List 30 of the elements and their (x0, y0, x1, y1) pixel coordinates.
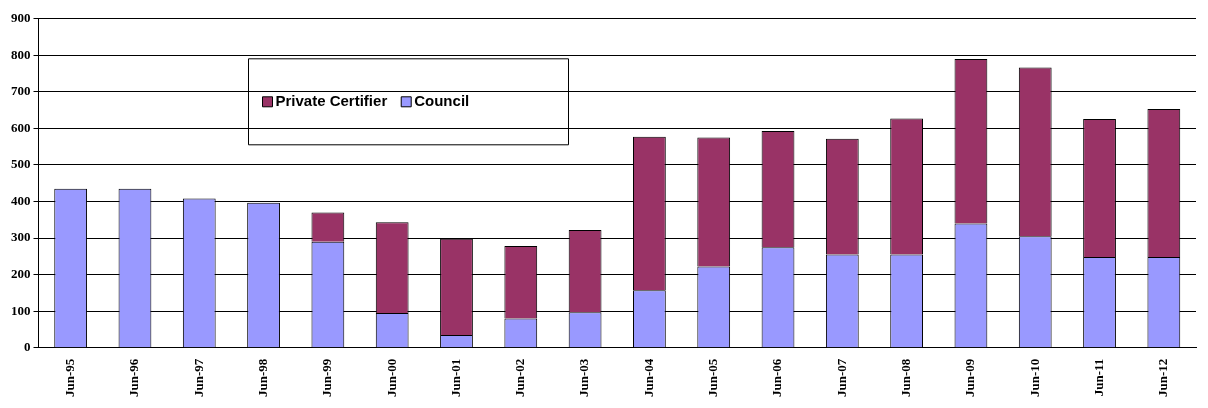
y-tick-label: 0 (24, 339, 31, 355)
y-tick-label: 300 (11, 229, 31, 245)
x-tick-label: Jun-00 (383, 358, 399, 398)
x-tick-label: Jun-01 (447, 358, 463, 398)
x-tick-label: Jun-02 (512, 358, 528, 398)
x-tick-label: Jun-07 (833, 358, 849, 398)
y-tick-label: 800 (11, 46, 31, 62)
x-tick-label: Jun-06 (769, 358, 785, 398)
x-tick-label: Jun-08 (897, 358, 913, 398)
x-tick-label: Jun-10 (1026, 358, 1042, 398)
legend-label: Private Certifier (275, 91, 388, 109)
y-tick-label: 400 (11, 192, 31, 208)
x-tick-label: Jun-97 (190, 358, 206, 398)
x-tick-label: Jun-98 (254, 358, 270, 398)
y-tick-label: 900 (11, 10, 31, 26)
y-tick-label: 200 (11, 265, 31, 281)
x-tick-label: Jun-11 (1090, 358, 1106, 397)
x-tick-label: Jun-09 (962, 358, 978, 398)
x-tick-label: Jun-95 (62, 358, 78, 398)
legend-label: Council (414, 91, 470, 109)
y-tick-label: 500 (11, 156, 31, 172)
x-tick-label: Jun-12 (1155, 358, 1171, 398)
y-tick-label: 100 (11, 302, 31, 318)
y-tick-label: 600 (11, 119, 31, 135)
x-tick-label: Jun-03 (576, 358, 592, 398)
x-tick-label: Jun-05 (705, 358, 721, 398)
x-tick-label: Jun-99 (319, 358, 335, 398)
y-tick-label: 700 (11, 83, 31, 99)
x-tick-label: Jun-04 (640, 358, 656, 398)
x-tick-label: Jun-96 (126, 358, 142, 398)
